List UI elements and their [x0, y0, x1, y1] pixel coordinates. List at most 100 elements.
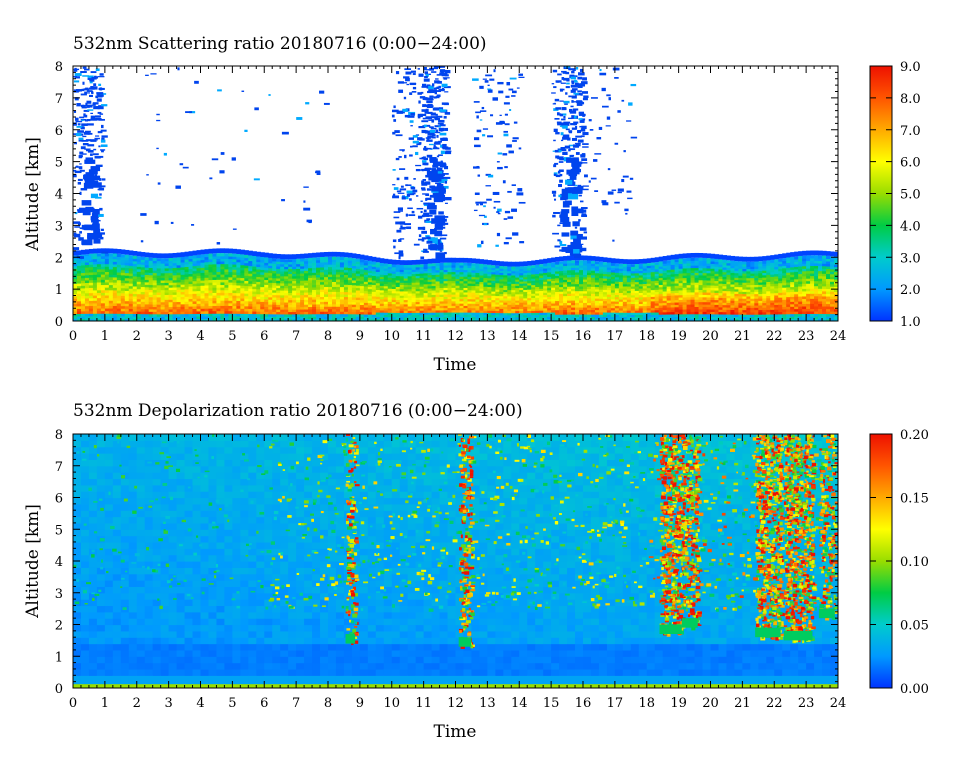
- heat-cell: [272, 313, 277, 317]
- heat-cell: [714, 268, 720, 272]
- heat-cell: [284, 292, 289, 296]
- layer-top-cell: [658, 256, 664, 262]
- heat-cell: [180, 274, 186, 278]
- heat-cell: [638, 283, 644, 287]
- heat-cell: [706, 279, 712, 283]
- heat-cell: [180, 261, 186, 265]
- heat-cell: [367, 309, 373, 313]
- heat-cell: [320, 301, 325, 305]
- heat-cell: [140, 283, 146, 288]
- heat-cell: [328, 298, 333, 302]
- heat-cell: [371, 273, 377, 276]
- heat-cell: [670, 309, 676, 313]
- heat-cell: [710, 296, 716, 300]
- heat-cell: [264, 318, 269, 321]
- heat-cell: [208, 287, 214, 291]
- heat-cell: [798, 273, 803, 277]
- heat-cell: [463, 300, 469, 304]
- heat-cell: [88, 300, 94, 304]
- heat-cell: [168, 318, 174, 321]
- heat-cell: [662, 279, 668, 283]
- heat-cell: [714, 294, 720, 298]
- heat-cell: [339, 308, 345, 312]
- layer-top-cell: [610, 258, 616, 264]
- heat-cell: [324, 316, 329, 320]
- heat-cell: [427, 287, 433, 291]
- heat-cell: [443, 291, 449, 295]
- heat-cell: [312, 294, 317, 298]
- heat-cell: [427, 265, 433, 269]
- layer-top-cell: [463, 257, 469, 263]
- heat-cell: [702, 270, 708, 274]
- heat-cell: [654, 280, 660, 284]
- heat-cell: [308, 301, 313, 305]
- heat-cell: [806, 310, 811, 315]
- heat-cell: [539, 310, 544, 313]
- heat-cell: [331, 311, 337, 315]
- heat-cell: [794, 316, 799, 320]
- heat-cell: [594, 311, 600, 315]
- heat-cell: [403, 303, 409, 307]
- heat-cell: [423, 316, 429, 320]
- heat-cell: [256, 288, 261, 292]
- heat-cell: [730, 286, 736, 290]
- heat-cell: [359, 316, 365, 320]
- heat-cell: [471, 312, 477, 315]
- heat-cell: [415, 286, 421, 290]
- heat-cell: [192, 273, 198, 277]
- heat-cell: [160, 289, 166, 293]
- heat-cell: [391, 305, 397, 309]
- heat-cell: [184, 261, 190, 265]
- heat-cell: [539, 266, 544, 270]
- heat-cell: [563, 316, 568, 320]
- heat-cell: [503, 310, 508, 314]
- heat-cell: [630, 305, 636, 309]
- heat-cell: [176, 313, 182, 317]
- heat-cell: [746, 318, 751, 321]
- heat-cell: [236, 318, 241, 321]
- heat-cell: [778, 309, 783, 313]
- heat-cell: [427, 307, 433, 311]
- heat-cell: [774, 309, 779, 313]
- heat-cell: [790, 288, 795, 293]
- heat-cell: [108, 287, 114, 291]
- heat-cell: [590, 272, 596, 276]
- heat-cell: [216, 305, 222, 309]
- heat-cell: [236, 300, 241, 304]
- heat-cell: [184, 313, 190, 317]
- heat-cell: [347, 311, 353, 315]
- heat-cell: [116, 302, 122, 307]
- heat-cell: [140, 293, 146, 297]
- heat-cell: [399, 301, 405, 305]
- heat-cell: [447, 318, 453, 321]
- heat-cell: [395, 310, 401, 313]
- heat-cell: [196, 267, 202, 271]
- heat-cell: [335, 259, 341, 263]
- heat-cell: [188, 278, 194, 282]
- heat-cell: [264, 269, 269, 273]
- heat-cell: [467, 291, 473, 295]
- heat-cell: [128, 267, 134, 272]
- heat-cell: [399, 295, 405, 298]
- heat-cell: [208, 263, 214, 268]
- heat-cell: [100, 266, 106, 270]
- heat-cell: [559, 272, 564, 276]
- heat-cell: [539, 312, 544, 316]
- heat-cell: [316, 289, 321, 293]
- heat-cell: [120, 310, 126, 314]
- heat-cell: [136, 303, 142, 307]
- heat-cell: [73, 258, 78, 262]
- heat-cell: [674, 292, 680, 296]
- heat-cell: [610, 263, 616, 266]
- heat-cell: [407, 314, 413, 318]
- heat-cell: [355, 275, 361, 279]
- heat-cell: [427, 305, 433, 309]
- heat-cell: [383, 296, 389, 300]
- heat-cell: [248, 310, 253, 315]
- heat-cell: [790, 318, 795, 321]
- heat-cell: [232, 263, 237, 268]
- heat-cell: [714, 292, 720, 296]
- heat-cell: [324, 281, 329, 285]
- heat-cell: [742, 304, 747, 308]
- heat-cell: [304, 313, 309, 317]
